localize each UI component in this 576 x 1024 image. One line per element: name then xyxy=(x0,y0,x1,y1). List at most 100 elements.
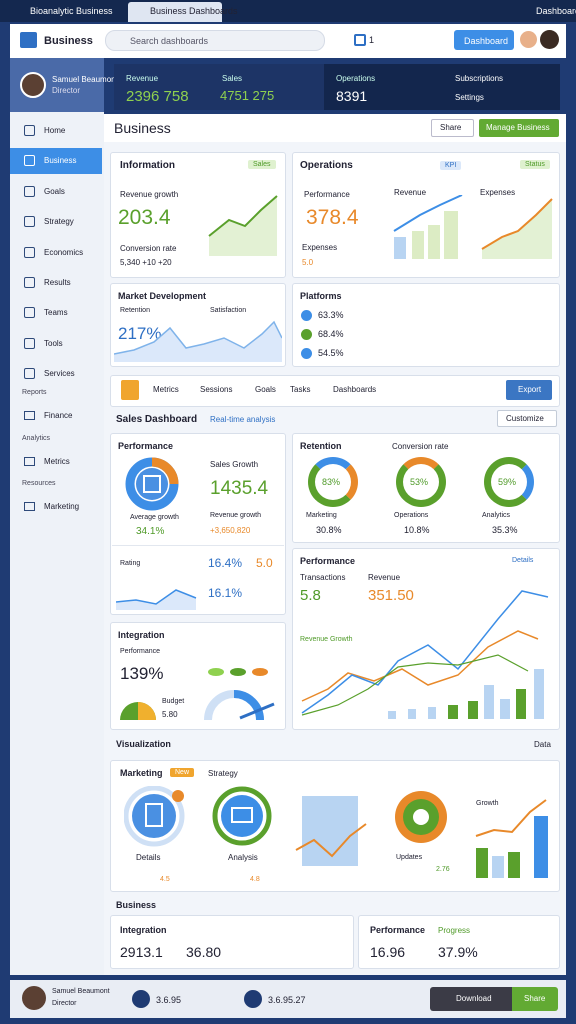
tab[interactable]: Bioanalytic Business xyxy=(30,6,113,16)
mini-chart xyxy=(116,589,197,610)
card-title: Performance xyxy=(300,556,356,566)
nav-item[interactable]: Business xyxy=(44,156,77,166)
nav-icon xyxy=(24,411,35,420)
avatar[interactable] xyxy=(540,30,559,49)
button-label[interactable]: Download xyxy=(456,994,492,1003)
sidebar xyxy=(10,58,104,975)
share-button[interactable] xyxy=(512,987,558,1011)
nav-icon xyxy=(24,246,35,258)
manage-button[interactable] xyxy=(479,119,559,137)
label: Strategy xyxy=(208,769,238,778)
button-label[interactable]: Dashboard xyxy=(464,36,509,46)
nav-item[interactable]: Metrics xyxy=(44,456,70,466)
metric: 378.4 xyxy=(306,206,359,229)
section-title: Visualization xyxy=(116,739,171,749)
mini-chart xyxy=(295,796,367,866)
metric: 351.50 xyxy=(368,587,414,604)
tab[interactable]: Tasks xyxy=(290,385,311,394)
nav-section: Reports xyxy=(22,389,47,396)
stat-value: 8391 xyxy=(336,88,368,104)
active-tab[interactable] xyxy=(128,2,222,22)
nav-item[interactable]: Teams xyxy=(44,308,68,318)
metric: 34.1% xyxy=(136,526,165,537)
nav-icon xyxy=(24,216,35,228)
button-label[interactable]: Share xyxy=(440,123,462,132)
customize-button[interactable] xyxy=(497,410,557,427)
badge: Sales xyxy=(248,160,276,169)
button-label[interactable]: Manage Business xyxy=(486,123,550,132)
label: Average growth xyxy=(130,514,179,521)
nav-item[interactable]: Results xyxy=(44,278,71,287)
icon xyxy=(212,786,272,846)
donut-label: Analytics xyxy=(482,512,511,519)
legend: Revenue Growth xyxy=(300,636,353,643)
label: Conversion rate xyxy=(120,244,177,253)
nav-section: Resources xyxy=(22,480,56,487)
download-button[interactable] xyxy=(430,987,512,1011)
nav-item[interactable]: Tools xyxy=(44,338,63,348)
badge: Status xyxy=(520,160,550,169)
icon xyxy=(132,990,150,1008)
nav-item[interactable]: Economics xyxy=(44,247,84,257)
donut-label: Marketing xyxy=(306,512,337,519)
nav-item[interactable]: Home xyxy=(44,126,66,135)
tab[interactable]: Metrics xyxy=(153,385,179,394)
section-title: Sales Dashboard xyxy=(116,414,198,425)
nav-item[interactable]: Services xyxy=(44,369,75,379)
donut xyxy=(484,457,534,507)
mini-charts xyxy=(393,195,553,259)
line-chart xyxy=(301,590,549,719)
mini-chart xyxy=(114,320,282,362)
card xyxy=(292,548,560,730)
section-title: Business xyxy=(116,900,157,910)
active-item[interactable] xyxy=(10,148,102,175)
nav-icon xyxy=(24,155,35,167)
tab[interactable]: Dashboards xyxy=(333,385,377,394)
icon xyxy=(244,990,262,1008)
footer-name: Samuel Beaumont xyxy=(52,988,110,995)
button-label[interactable]: Export xyxy=(518,385,542,394)
logo: Business xyxy=(44,35,93,47)
button-label[interactable]: Share xyxy=(524,994,546,1003)
profile-avatar[interactable] xyxy=(20,72,46,98)
nav-item[interactable]: Finance xyxy=(44,411,73,420)
search-box[interactable] xyxy=(105,30,325,51)
nav-icon xyxy=(24,307,35,319)
nav-item[interactable]: Goals xyxy=(44,186,65,196)
avatar[interactable] xyxy=(22,986,46,1010)
metric: 139% xyxy=(120,664,164,683)
donut-pct: 83% xyxy=(322,477,341,487)
tab[interactable]: Business Dashboards xyxy=(150,6,238,16)
quick-link[interactable]: Settings xyxy=(455,93,484,102)
quick-link[interactable]: Subscriptions xyxy=(455,74,504,83)
chart-title: Expenses xyxy=(480,188,516,197)
nav-item[interactable]: Strategy xyxy=(44,217,74,227)
card-title: Marketing xyxy=(120,768,163,778)
tab[interactable]: Sessions xyxy=(200,385,233,394)
nav-icon xyxy=(24,502,35,511)
export-button[interactable] xyxy=(506,380,552,400)
metric: 37.9% xyxy=(438,944,478,960)
card xyxy=(292,152,560,278)
metric: 5.80 xyxy=(162,710,178,719)
tab[interactable]: Goals xyxy=(255,385,276,394)
label: Satisfaction xyxy=(210,307,247,314)
label: Performance xyxy=(120,648,161,655)
nav-icon xyxy=(24,125,35,136)
page-title: Business xyxy=(114,120,171,136)
notification-icon[interactable] xyxy=(354,34,366,46)
platform-value: 63.3% xyxy=(318,310,344,320)
button-label[interactable]: Customize xyxy=(506,414,544,423)
donut xyxy=(125,457,179,511)
dot xyxy=(301,329,312,340)
search-placeholder[interactable]: Search dashboards xyxy=(130,36,209,46)
dashboard-button[interactable] xyxy=(454,30,514,50)
metric: +3,650,820 xyxy=(210,526,251,535)
link[interactable]: Data xyxy=(534,740,551,749)
share-button[interactable] xyxy=(431,119,474,137)
profile-name: Samuel Beaumont xyxy=(52,75,118,84)
link[interactable]: Details xyxy=(512,557,534,564)
nav-item[interactable]: Marketing xyxy=(44,502,80,511)
avatar[interactable] xyxy=(520,31,537,48)
notification-count: 1 xyxy=(369,35,375,45)
